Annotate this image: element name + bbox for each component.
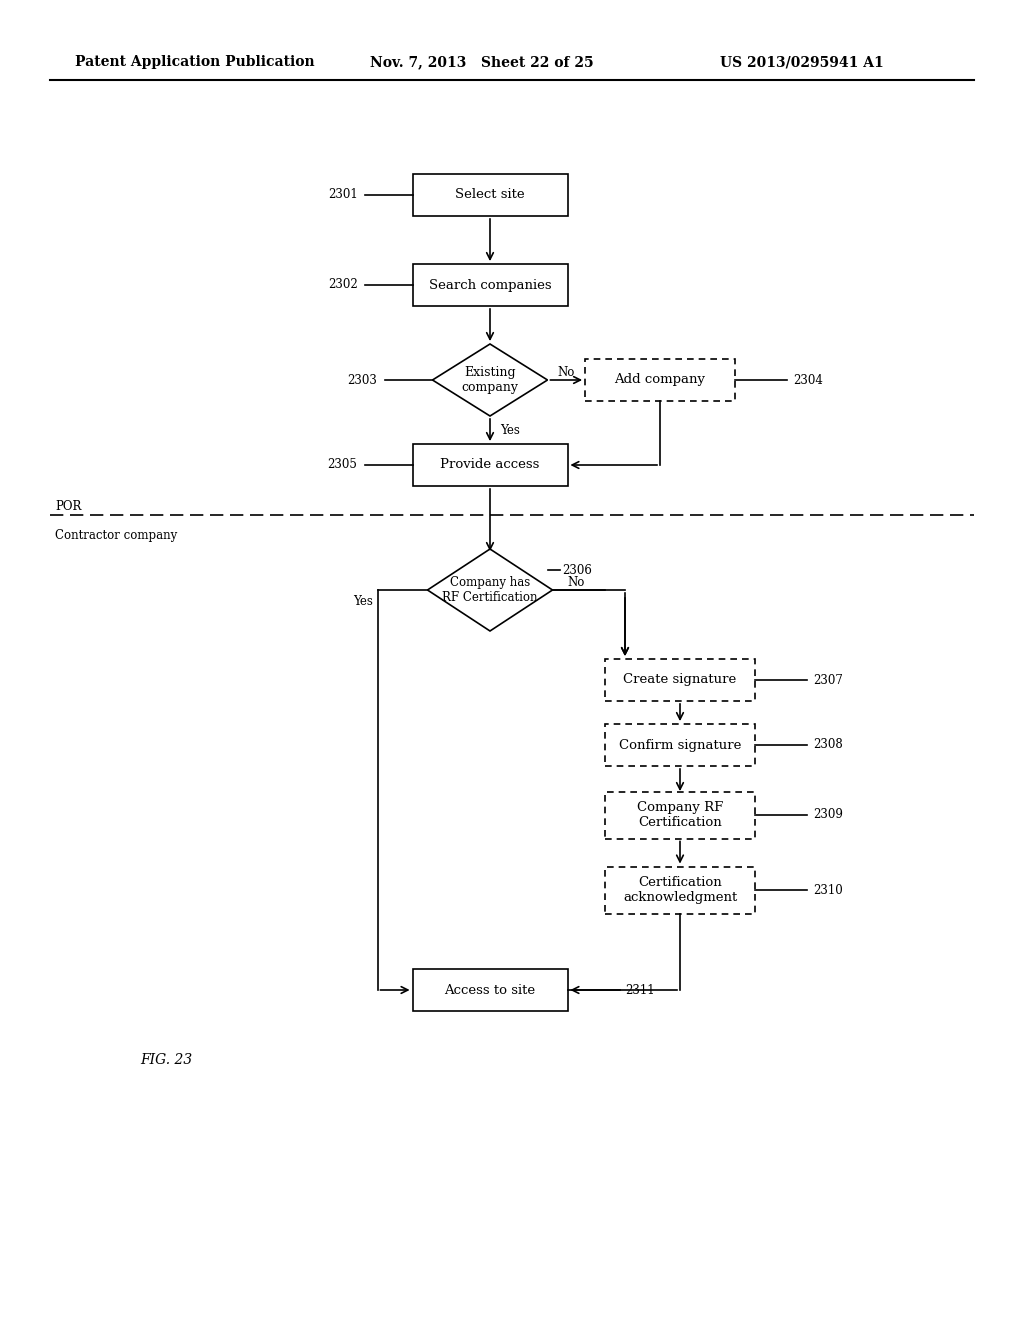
Text: Nov. 7, 2013   Sheet 22 of 25: Nov. 7, 2013 Sheet 22 of 25	[370, 55, 594, 69]
Bar	[413, 969, 567, 1011]
Text: Certification
acknowledgment: Certification acknowledgment	[623, 876, 737, 904]
Bar	[605, 659, 755, 701]
Text: 2302: 2302	[328, 279, 357, 292]
Text: Existing
company: Existing company	[462, 366, 518, 393]
Text: Select site: Select site	[456, 189, 525, 202]
Bar	[413, 264, 567, 306]
Text: 2306: 2306	[562, 564, 592, 577]
Text: Create signature: Create signature	[624, 673, 736, 686]
Text: No: No	[557, 366, 574, 379]
Text: POR: POR	[55, 500, 81, 513]
Text: 2311: 2311	[626, 983, 655, 997]
Text: Provide access: Provide access	[440, 458, 540, 471]
Text: 2307: 2307	[813, 673, 843, 686]
Text: 2304: 2304	[793, 374, 823, 387]
Text: 2308: 2308	[813, 738, 843, 751]
Text: Access to site: Access to site	[444, 983, 536, 997]
Text: Patent Application Publication: Patent Application Publication	[75, 55, 314, 69]
Text: No: No	[567, 576, 585, 589]
Text: 2303: 2303	[347, 374, 378, 387]
Text: US 2013/0295941 A1: US 2013/0295941 A1	[720, 55, 884, 69]
Text: Company RF
Certification: Company RF Certification	[637, 801, 723, 829]
Text: Contractor company: Contractor company	[55, 528, 177, 541]
Text: Search companies: Search companies	[429, 279, 551, 292]
Bar	[585, 359, 735, 401]
Polygon shape	[432, 345, 548, 416]
Polygon shape	[427, 549, 553, 631]
Text: Add company: Add company	[614, 374, 706, 387]
Bar	[605, 866, 755, 913]
Text: 2301: 2301	[328, 189, 357, 202]
Text: 2309: 2309	[813, 808, 843, 821]
Text: Confirm signature: Confirm signature	[618, 738, 741, 751]
Text: Yes: Yes	[352, 595, 373, 609]
Bar	[605, 792, 755, 838]
Bar	[413, 174, 567, 216]
Text: FIG. 23: FIG. 23	[140, 1053, 193, 1067]
Text: Company has
RF Certification: Company has RF Certification	[442, 576, 538, 605]
Text: 2310: 2310	[813, 883, 843, 896]
Text: 2305: 2305	[328, 458, 357, 471]
Bar	[605, 723, 755, 766]
Text: Yes: Yes	[500, 424, 520, 437]
Bar	[413, 444, 567, 486]
